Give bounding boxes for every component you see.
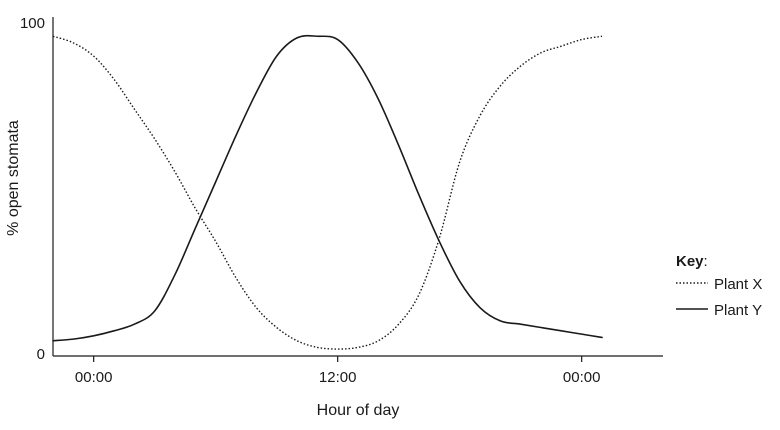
y-tick-label: 0	[37, 346, 45, 363]
legend-title-text: Key	[676, 253, 704, 270]
series-line-plant-x	[52, 35, 603, 350]
x-tick-label: 00:00	[75, 369, 113, 386]
series-line-plant-y	[52, 34, 603, 342]
x-axis-title: Hour of day	[317, 402, 400, 419]
legend-items: Plant X Plant Y	[676, 276, 762, 319]
x-tick-label: 00:00	[563, 369, 601, 386]
legend-title: Key:	[676, 253, 708, 270]
legend-label: Plant Y	[714, 302, 762, 319]
y-axis-title: % open stomata	[5, 120, 22, 236]
chart-series	[52, 34, 603, 350]
legend-title-suffix: :	[704, 253, 708, 270]
x-tick-label: 12:00	[319, 369, 357, 386]
y-tick-label: 100	[20, 15, 45, 32]
legend-label: Plant X	[714, 276, 762, 293]
chart-axes	[52, 17, 663, 357]
legend: Key: Plant X Plant Y	[676, 253, 762, 319]
chart-ticks: 0 100 00:00 12:00 00:00	[20, 15, 600, 386]
